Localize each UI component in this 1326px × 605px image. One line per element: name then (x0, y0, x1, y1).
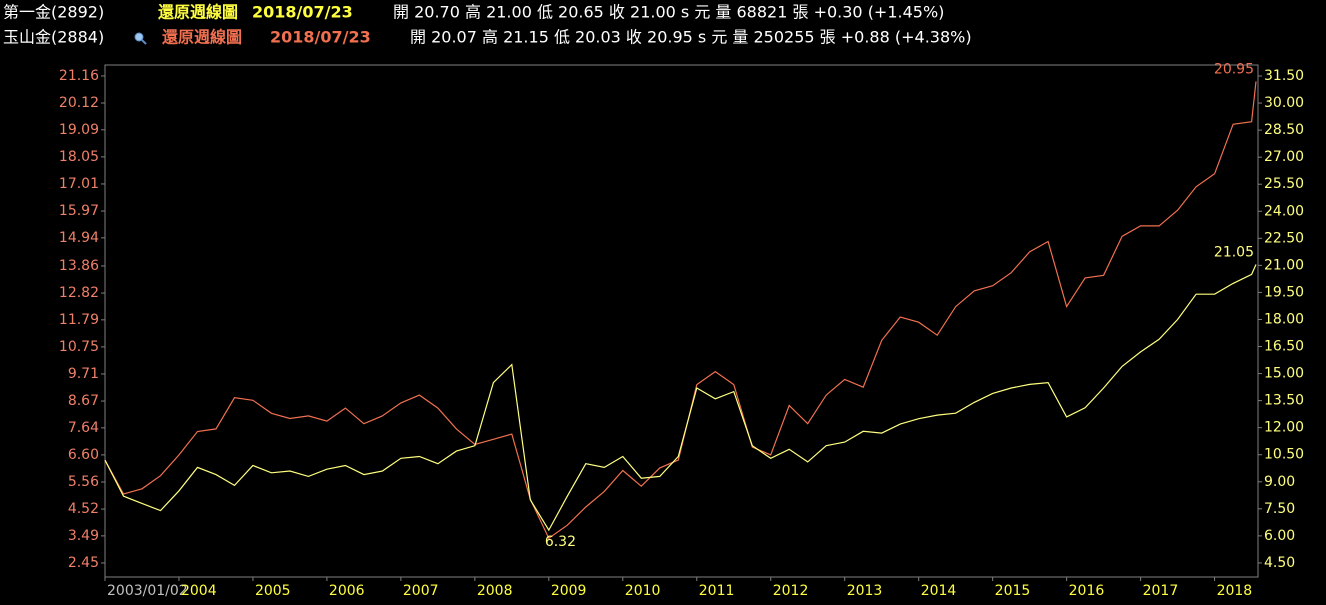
x-tick-label: 2005 (255, 583, 291, 599)
y2-tick-label: 13.50 (1264, 393, 1304, 409)
y2-tick-label: 30.00 (1264, 95, 1304, 111)
y2-tick-label: 28.50 (1264, 122, 1304, 138)
x-tick-label: 2014 (921, 583, 957, 599)
y2-tick-label: 18.00 (1264, 311, 1304, 327)
y2-tick-label: 27.00 (1264, 149, 1304, 165)
chart-kind: 還原週線圖 (158, 3, 238, 22)
x-tick-label: 2015 (995, 583, 1031, 599)
y2-tick-label: 10.50 (1264, 447, 1304, 463)
y2-tick-label: 9.00 (1264, 474, 1295, 490)
y-tick-label: 7.64 (68, 420, 99, 436)
y-tick-label: 17.01 (59, 176, 99, 192)
chart-kind: 還原週線圖 (162, 28, 242, 47)
y-tick-label: 13.86 (59, 258, 99, 274)
x-tick-label: 2003/01/02 (107, 583, 188, 599)
x-tick-label: 2004 (181, 583, 217, 599)
x-tick-label: 2006 (329, 583, 365, 599)
stock-name: 第一金(2892) (3, 3, 104, 22)
y-tick-label: 2.45 (68, 555, 99, 571)
x-tick-label: 2008 (477, 583, 513, 599)
y-tick-label: 14.94 (59, 230, 99, 246)
y-tick-label: 10.75 (59, 339, 99, 355)
y-tick-label: 5.56 (68, 474, 99, 490)
x-tick-label: 2013 (847, 583, 883, 599)
y2-tick-label: 16.50 (1264, 339, 1304, 355)
y2-tick-label: 15.00 (1264, 366, 1304, 382)
search-icon[interactable] (134, 32, 147, 45)
y-tick-label: 3.49 (68, 528, 99, 544)
date: 2018/07/23 (252, 3, 353, 22)
y-tick-label: 11.79 (59, 312, 99, 328)
quote: 開 20.70 高 21.00 低 20.65 收 21.00 s 元 量 68… (393, 3, 944, 22)
y2-tick-label: 25.50 (1264, 176, 1304, 192)
price-line (104, 264, 1257, 532)
x-tick-label: 2009 (551, 583, 587, 599)
x-tick-label: 2016 (1069, 583, 1105, 599)
stock-name: 玉山金(2884) (3, 28, 104, 47)
y2-tick-label: 6.00 (1264, 528, 1295, 544)
x-tick-label: 2010 (625, 583, 661, 599)
y2-tick-label: 12.00 (1264, 420, 1304, 436)
x-tick-label: 2017 (1143, 583, 1179, 599)
quote: 開 20.07 高 21.15 低 20.03 收 20.95 s 元 量 25… (410, 28, 972, 47)
y2-tick-label: 22.50 (1264, 230, 1304, 246)
annotation: 20.95 (1214, 61, 1254, 77)
y-tick-label: 20.12 (59, 95, 99, 111)
y2-tick-label: 7.50 (1264, 501, 1295, 517)
y-tick-label: 21.16 (59, 68, 99, 84)
x-tick-label: 2011 (699, 583, 735, 599)
y-tick-label: 9.71 (68, 366, 99, 382)
y-tick-label: 6.60 (68, 447, 99, 463)
y2-tick-label: 4.50 (1264, 555, 1295, 571)
y-tick-label: 8.67 (68, 393, 99, 409)
y-tick-label: 4.52 (68, 501, 99, 517)
annotation: 6.32 (545, 534, 576, 550)
y2-tick-label: 24.00 (1264, 203, 1304, 219)
y-tick-label: 12.82 (59, 285, 99, 301)
y-tick-label: 19.09 (59, 122, 99, 138)
y-tick-label: 18.05 (59, 149, 99, 165)
plot-frame (104, 64, 1259, 578)
y2-tick-label: 31.50 (1264, 68, 1304, 84)
date: 2018/07/23 (270, 28, 371, 47)
y2-tick-label: 21.00 (1264, 257, 1304, 273)
x-tick-label: 2012 (773, 583, 809, 599)
y-tick-label: 15.97 (59, 203, 99, 219)
x-tick-label: 2018 (1217, 583, 1253, 599)
y2-tick-label: 19.50 (1264, 284, 1304, 300)
annotation: 21.05 (1214, 244, 1254, 260)
x-tick-label: 2007 (403, 583, 439, 599)
